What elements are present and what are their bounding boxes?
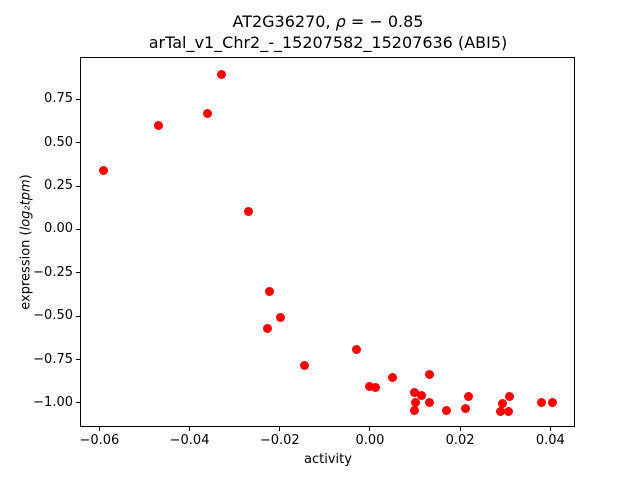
data-point	[537, 397, 547, 407]
data-point	[424, 397, 434, 407]
y-tick-mark	[76, 315, 80, 317]
data-point	[275, 313, 285, 323]
title-gene-id: AT2G36270,	[232, 12, 336, 31]
data-point	[351, 344, 361, 354]
y-tick-mark	[76, 228, 80, 230]
y-tick-label: −0.50	[33, 308, 73, 324]
x-tick-label: −0.02	[259, 433, 300, 448]
data-point	[216, 70, 226, 80]
x-tick-mark	[279, 427, 281, 431]
y-tick-mark	[76, 359, 80, 361]
x-tick-mark	[98, 427, 100, 431]
data-point	[503, 406, 513, 416]
y-tick-label: −1.00	[33, 394, 73, 410]
y-tick-mark	[76, 185, 80, 187]
y-tick-mark	[76, 142, 80, 144]
x-tick-label: −0.04	[169, 433, 210, 448]
y-tick-label: −0.75	[33, 351, 73, 367]
x-tick-label: −0.06	[79, 433, 120, 448]
y-axis-label-suffix: )	[18, 174, 34, 180]
data-point	[498, 398, 507, 408]
title-rho-symbol: ρ	[335, 12, 346, 31]
x-tick-mark	[189, 427, 191, 431]
data-point	[153, 120, 163, 130]
data-point	[365, 381, 375, 391]
data-point	[410, 388, 420, 398]
data-point	[387, 373, 397, 383]
y-tick-label: 0.75	[44, 91, 73, 107]
y-tick-mark	[76, 98, 80, 100]
x-axis-label: activity	[304, 452, 352, 467]
data-point	[416, 390, 426, 400]
plot-area	[80, 57, 575, 427]
data-point	[243, 206, 253, 216]
data-point	[300, 361, 310, 371]
data-point	[371, 383, 381, 393]
x-tick-mark	[369, 427, 371, 431]
chart-title-line2: arTal_v1_Chr2_-_15207582_15207636 (ABI5)	[148, 33, 508, 52]
y-tick-mark	[76, 272, 80, 274]
data-point	[460, 404, 470, 414]
data-point	[496, 406, 506, 416]
x-tick-label: 0.02	[445, 433, 475, 448]
y-axis-label: expression (log₂tpm)	[19, 174, 34, 309]
y-tick-label: 0.00	[44, 221, 73, 237]
y-axis-label-math: log₂tpm	[18, 179, 34, 231]
y-tick-label: 0.50	[44, 134, 73, 150]
x-tick-mark	[549, 427, 551, 431]
data-point	[264, 287, 274, 297]
data-point	[442, 405, 452, 415]
data-point	[463, 392, 473, 402]
data-point	[504, 391, 514, 401]
y-tick-label: −0.25	[33, 264, 73, 280]
y-axis-label-prefix: expression (	[18, 230, 34, 310]
data-point	[425, 369, 435, 379]
x-tick-mark	[459, 427, 461, 431]
data-point	[410, 405, 420, 415]
data-point	[548, 398, 558, 408]
chart-title-line1: AT2G36270, ρ = − 0.85	[80, 11, 576, 32]
data-point	[99, 165, 109, 175]
y-tick-label: 0.25	[44, 178, 73, 193]
data-point	[410, 398, 420, 408]
x-tick-label: 0.00	[355, 433, 385, 448]
y-tick-mark	[76, 402, 80, 404]
x-tick-label: 0.04	[535, 433, 565, 448]
title-rho-value: = − 0.85	[345, 12, 424, 31]
data-point	[262, 323, 272, 333]
data-point	[203, 109, 213, 119]
chart-title: AT2G36270, ρ = − 0.85 arTal_v1_Chr2_-_15…	[80, 11, 576, 53]
